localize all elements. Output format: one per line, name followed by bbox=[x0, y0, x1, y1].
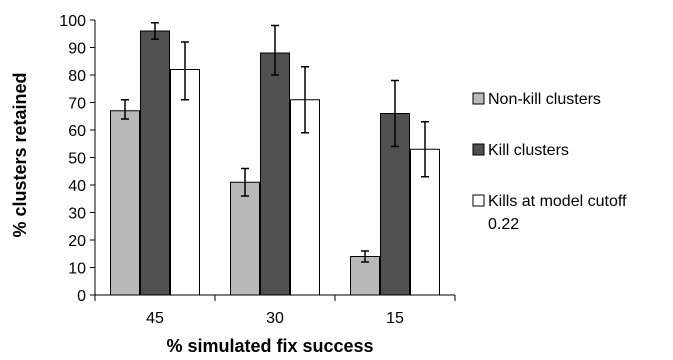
legend-label: Kills at model cutoff bbox=[488, 193, 627, 210]
x-axis-title: % simulated fix success bbox=[166, 336, 373, 356]
x-tick-label: 45 bbox=[146, 310, 164, 327]
bar bbox=[260, 52, 290, 296]
bar bbox=[140, 30, 170, 296]
y-tick-label: 70 bbox=[68, 96, 86, 113]
y-axis: 0 10 20 30 40 50 60 70 80 90 100 bbox=[59, 13, 96, 305]
legend-label: Kill clusters bbox=[488, 142, 569, 159]
y-tick-label: 50 bbox=[68, 151, 86, 168]
bar bbox=[230, 181, 260, 296]
y-tick-label: 30 bbox=[68, 206, 86, 223]
legend-swatch bbox=[472, 143, 485, 156]
y-axis-title: % clusters retained bbox=[10, 72, 30, 237]
x-tick-label: 15 bbox=[386, 310, 404, 327]
x-axis: 45 30 15 bbox=[94, 294, 456, 327]
y-tick-label: 60 bbox=[68, 123, 86, 140]
x-tick-label: 30 bbox=[266, 310, 284, 327]
bar bbox=[110, 110, 140, 296]
y-tick-label: 80 bbox=[68, 68, 86, 85]
y-tick-label: 90 bbox=[68, 41, 86, 58]
y-tick-label: 0 bbox=[77, 288, 86, 305]
y-tick-label: 10 bbox=[68, 261, 86, 278]
legend: Non-kill clusters Kill clusters Kills at m… bbox=[472, 91, 627, 233]
y-tick-label: 100 bbox=[59, 13, 86, 30]
legend-swatch bbox=[472, 194, 485, 207]
legend-label: 0.22 bbox=[488, 216, 519, 233]
legend-swatch bbox=[472, 92, 485, 105]
legend-label: Non-kill clusters bbox=[488, 91, 601, 108]
y-tick-label: 20 bbox=[68, 233, 86, 250]
plot-area bbox=[110, 22, 440, 296]
y-tick-label: 40 bbox=[68, 178, 86, 195]
bar bbox=[170, 69, 200, 296]
